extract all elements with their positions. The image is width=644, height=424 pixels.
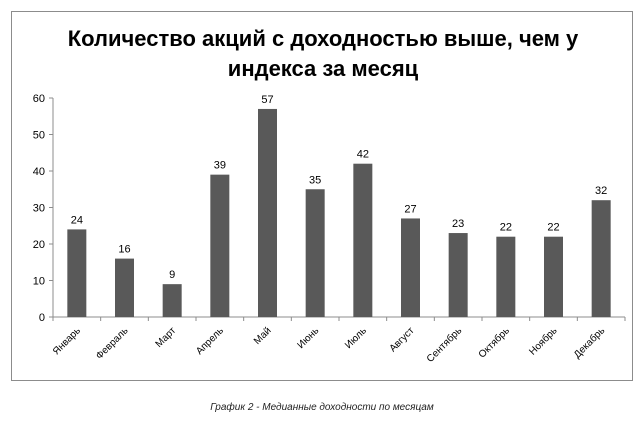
bar-chart: 0 10 20 30 40 50 60 24 Январь 16 Февраль 9 Март 39 Апр… bbox=[33, 93, 626, 365]
x-tick-label: Декабрь bbox=[571, 325, 607, 361]
bar bbox=[258, 108, 277, 317]
x-tick-label: Ноябрь bbox=[527, 325, 560, 358]
bar bbox=[496, 236, 516, 317]
y-tick-label: 30 bbox=[33, 203, 45, 215]
bar bbox=[544, 236, 563, 317]
x-tick-label: Апрель bbox=[194, 325, 226, 357]
bar bbox=[448, 233, 468, 317]
data-label: 57 bbox=[261, 94, 273, 106]
chart-frame: Количество акций с доходностью выше, чем… bbox=[11, 11, 633, 381]
x-tick-label: Январь bbox=[51, 325, 83, 357]
data-label: 16 bbox=[118, 244, 130, 256]
data-label: 39 bbox=[214, 160, 226, 172]
y-tick-label: 0 bbox=[39, 312, 45, 324]
x-tick-label: Август bbox=[388, 325, 417, 354]
y-tick-label: 50 bbox=[33, 130, 45, 142]
data-label: 9 bbox=[169, 269, 175, 281]
bar bbox=[162, 284, 182, 317]
x-tick-label: Май bbox=[252, 325, 274, 347]
data-label: 22 bbox=[547, 222, 559, 234]
x-tick-label: Октябрь bbox=[476, 325, 512, 361]
y-tick-label: 20 bbox=[33, 239, 45, 251]
data-label: 42 bbox=[357, 149, 369, 161]
data-label: 27 bbox=[404, 203, 416, 215]
bar bbox=[591, 200, 611, 317]
bar bbox=[115, 258, 134, 317]
bar bbox=[401, 218, 420, 317]
bar bbox=[67, 229, 87, 317]
data-label: 32 bbox=[595, 185, 607, 197]
figure-caption: График 2 - Медианные доходности по месяц… bbox=[210, 402, 434, 413]
bar bbox=[210, 174, 230, 317]
x-tick-label: Сентябрь bbox=[424, 325, 464, 365]
bar bbox=[305, 189, 325, 317]
data-label: 23 bbox=[452, 218, 464, 230]
x-tick-label: Июль bbox=[343, 325, 369, 351]
data-label: 22 bbox=[500, 222, 512, 234]
data-label: 35 bbox=[309, 174, 321, 186]
chart-title: Количество акций с доходностью выше, чем… bbox=[67, 26, 579, 81]
x-tick-label: Февраль bbox=[94, 325, 131, 362]
chart-axes bbox=[49, 97, 626, 321]
y-tick-label: 40 bbox=[33, 166, 45, 178]
data-label: 24 bbox=[71, 214, 83, 226]
x-tick-label: Июнь bbox=[296, 325, 322, 351]
bar bbox=[353, 163, 373, 317]
x-tick-label: Март bbox=[154, 325, 179, 350]
y-tick-label: 60 bbox=[33, 93, 45, 105]
y-tick-label: 10 bbox=[33, 276, 45, 288]
chart-bars bbox=[67, 108, 611, 317]
